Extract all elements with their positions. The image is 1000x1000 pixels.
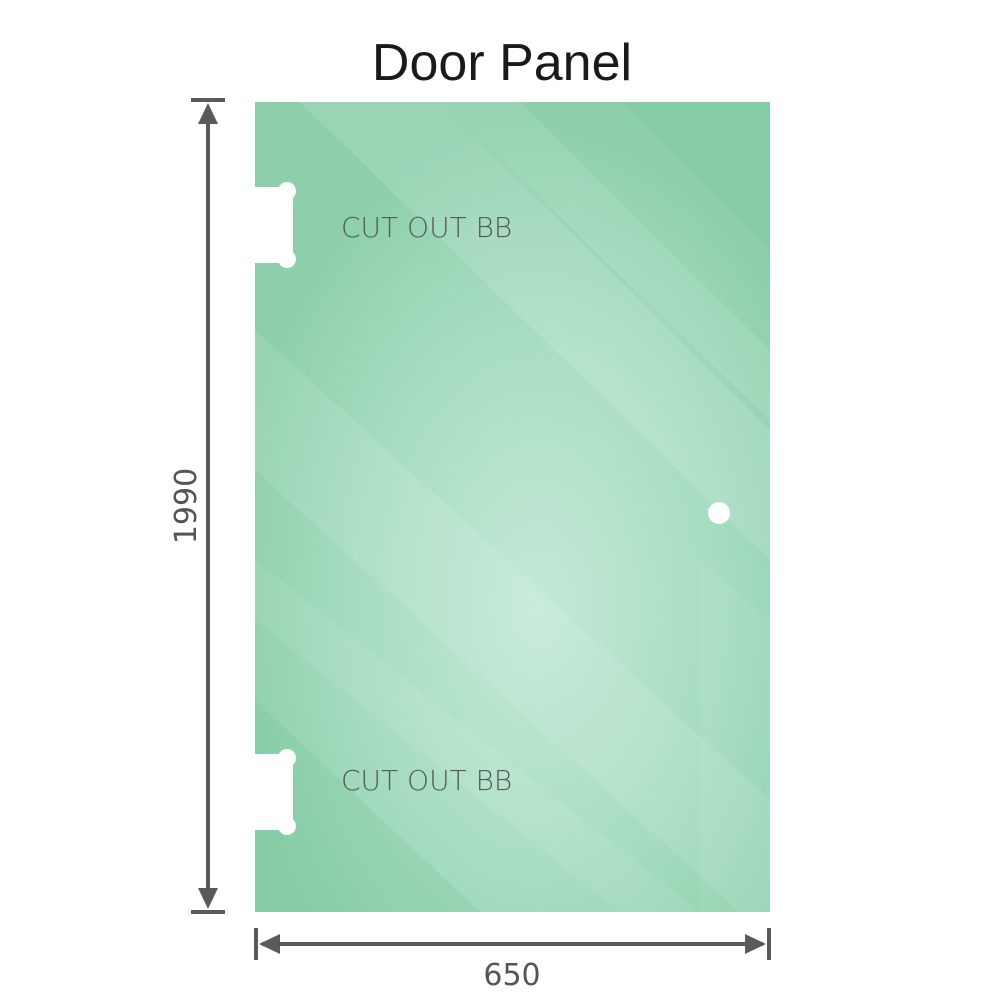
cutout-bottom-label: CUT OUT BB: [341, 764, 512, 797]
glass-panel: [255, 102, 770, 912]
cutout-top: [250, 182, 296, 268]
height-dimension-label: 1990: [169, 468, 204, 544]
height-dimension-line: [191, 98, 225, 914]
handle-hole: [708, 502, 730, 524]
width-dimension-line: [254, 928, 771, 960]
diagram-title: Door Panel: [372, 34, 632, 92]
width-dimension-label: 650: [483, 958, 540, 993]
cutout-bottom: [250, 749, 296, 835]
cutout-top-label: CUT OUT BB: [341, 211, 512, 244]
